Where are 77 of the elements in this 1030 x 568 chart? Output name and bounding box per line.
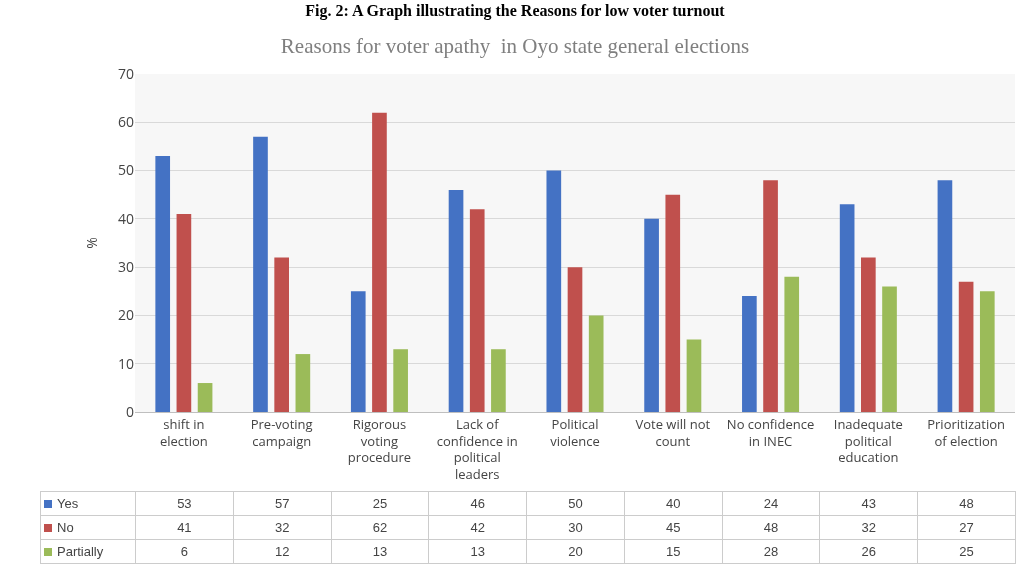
bar [176,214,192,412]
y-tick-label: 60 [117,112,134,132]
data-label: 42 [428,515,527,540]
bar [491,349,506,412]
x-tick-label: No confidence in INEC [726,414,815,450]
bar [644,218,659,412]
y-tick-label: 20 [117,305,134,325]
bar [295,354,311,412]
data-label: 26 [819,539,918,564]
data-label: 43 [819,491,918,516]
y-tick-label: 50 [117,160,134,180]
data-label: 25 [917,539,1016,564]
bar [839,204,855,412]
bar [567,267,583,412]
bar [937,180,953,412]
bar [686,339,702,412]
bar [393,349,408,412]
bar [469,209,485,412]
x-tick-label: Political violence [550,414,600,450]
data-label: 20 [526,539,625,564]
bar [882,286,897,412]
bar [958,281,974,412]
data-label: 53 [135,491,234,516]
data-label: 32 [233,515,332,540]
bar [742,296,757,412]
data-label: 41 [135,515,234,540]
bar [448,189,464,412]
legend-label: Yes [40,491,136,516]
data-label: 45 [624,515,723,540]
bar [274,257,289,412]
y-tick-label: 40 [117,208,134,228]
bar [155,156,171,412]
caption: Fig. 2: A Graph illustrating the Reasons for low voter turnout [304,1,726,21]
bar [350,291,366,412]
y-tick-label: 0 [125,401,134,421]
data-label: 13 [428,539,527,564]
x-tick-label: Rigorous voting procedure [347,414,412,467]
data-label: 32 [819,515,918,540]
data-label: 57 [233,491,332,516]
bar [784,276,800,412]
y-tick-label: 70 [117,63,134,83]
x-tick-label: Prioritization of election [927,414,1005,450]
data-label: 27 [917,515,1016,540]
data-label: 13 [331,539,429,564]
data-label: 12 [233,539,332,564]
bar [197,383,213,412]
x-tick-label: Lack of confidence in political leaders [436,414,518,484]
data-label: 28 [722,539,820,564]
data-label: 6 [135,539,234,564]
bar [861,257,876,412]
data-label: 25 [331,491,429,516]
bar [979,291,995,412]
bar [763,180,778,412]
data-label: 62 [331,515,429,540]
x-tick-label: Vote will not count [635,414,711,450]
bar [372,112,387,412]
bar [665,194,681,412]
x-tick-label: Pre-voting campaign [250,414,313,450]
x-tick-label: shift in election [159,414,208,450]
data-label: 46 [428,491,527,516]
x-tick-label: Inadequate political education [833,414,903,467]
data-label: 24 [722,491,820,516]
y-tick-label: 10 [117,353,134,373]
y-tick-label: 30 [117,257,134,277]
y-axis-title: % [82,237,101,249]
legend-label: No [40,515,136,540]
chart-title: Reasons for voter apathy in Oyo state general elections [280,34,750,59]
bar [253,136,268,412]
data-label: 48 [917,491,1016,516]
data-label: 40 [624,491,723,516]
data-label: 30 [526,515,625,540]
legend-label: Partially [40,539,136,564]
data-label: 50 [526,491,625,516]
data-label: 48 [722,515,820,540]
bar [588,315,604,412]
data-label: 15 [624,539,723,564]
bar [546,170,562,412]
